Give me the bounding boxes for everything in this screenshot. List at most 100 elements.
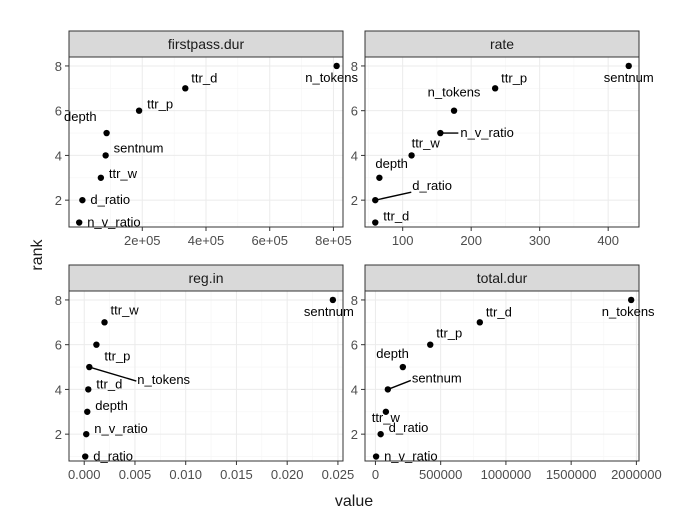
y-tick-label: 6 [55,338,62,353]
point-label: ttr_p [147,97,173,112]
data-point [83,430,90,438]
point-label: d_ratio [412,178,452,193]
data-point [103,129,110,137]
point-label: ttr_w [372,410,401,425]
label-leader-line [375,191,412,201]
point-label: ttr_w [412,135,441,150]
y-tick-label: 6 [351,104,358,119]
data-point [627,296,635,304]
point-label: d_ratio [90,192,130,207]
panel-border [68,290,344,462]
x-tick-label: 2e+05 [124,233,161,248]
x-tick-label: 0.010 [169,467,202,482]
panel-strip [364,264,640,292]
y-tick-label: 2 [351,193,358,208]
point-label: ttr_d [96,376,122,391]
point-label: ttr_d [191,70,217,85]
panel-3: reg.in 0.000 0.005 0.010 0.015 0.020 0.025 2 4 6 8… [55,264,355,482]
point-label: ttr_d [486,304,512,319]
x-tick-label: 0.025 [322,467,355,482]
data-point [85,386,92,393]
panel-strip [364,30,640,58]
data-point [82,453,89,460]
x-tick-label: 0.000 [68,467,101,482]
data-point [372,219,379,226]
data-point [450,107,458,114]
x-axis-title: value [335,493,373,510]
panel-border [364,56,640,228]
data-point [372,453,380,460]
x-tick-label: 200 [460,233,482,248]
data-point [102,152,109,159]
panel-title: rate [490,36,514,52]
data-point [333,62,340,70]
point-label: n_v_ratio [87,215,140,230]
x-tick-label: 6e+05 [251,233,288,248]
data-point [437,129,444,137]
y-tick-label: 4 [55,148,62,163]
y-tick-label: 8 [55,293,62,308]
x-tick-label: 0 [372,467,379,482]
point-label: n_tokens [137,372,190,387]
panel-strip [68,264,344,292]
y-tick-label: 8 [55,59,62,74]
panel-border [68,56,344,228]
x-tick-label: 0.015 [220,467,253,482]
x-tick-label: 500000 [419,467,462,482]
data-point [372,196,379,204]
data-point [79,196,86,204]
data-point [384,386,392,393]
data-point [377,430,384,438]
data-point [75,219,83,226]
y-tick-label: 2 [351,427,358,442]
data-point [93,341,100,348]
data-point [182,85,189,92]
point-label: depth [64,109,97,124]
data-point [408,152,415,159]
data-point [329,296,337,304]
data-point [491,85,499,92]
point-label: n_tokens [305,70,358,85]
point-label: n_tokens [428,85,481,100]
data-point [86,363,93,371]
x-tick-label: 1000000 [481,467,532,482]
x-tick-label: 1500000 [546,467,597,482]
data-point [427,341,434,348]
point-label: sentnum [412,370,462,385]
point-label: d_ratio [389,420,429,435]
panel-border [364,290,640,462]
panel-1: firstpass.dur 2e+05 4e+05 6e+05 8e+05 2 4 6 8 n_v… [55,30,359,248]
point-label: ttr_p [104,349,130,364]
panel-title: reg.in [188,270,223,286]
point-label: d_ratio [93,449,133,464]
point-label: sentnum [604,70,654,85]
point-label: n_v_ratio [94,421,147,436]
y-tick-label: 4 [351,148,358,163]
panel-4: total.dur 0 500000 1000000 1500000 2000000 2 4 6… [351,264,662,482]
panel-title: total.dur [477,270,528,286]
point-label: sentnum [304,304,354,319]
y-tick-label: 8 [351,293,358,308]
data-point [101,319,108,326]
data-point [399,363,407,371]
x-tick-label: 8e+05 [315,233,352,248]
x-tick-label: 100 [392,233,414,248]
point-label: n_v_ratio [460,125,513,140]
point-label: n_tokens [602,304,655,319]
point-label: ttr_p [436,326,462,341]
y-tick-label: 6 [351,338,358,353]
label-leader-line [387,379,412,391]
data-point [376,174,383,181]
point-label: sentnum [114,140,164,155]
x-tick-label: 300 [529,233,551,248]
x-tick-label: 4e+05 [188,233,225,248]
point-label: ttr_w [109,166,138,181]
point-label: ttr_d [383,209,409,224]
panel-title: firstpass.dur [168,36,245,52]
point-label: depth [375,156,408,171]
point-label: ttr_p [501,70,527,85]
point-label: ttr_w [111,302,140,317]
panel-area [364,56,640,228]
x-tick-label: 2000000 [611,467,662,482]
label-leader-line [89,366,137,382]
